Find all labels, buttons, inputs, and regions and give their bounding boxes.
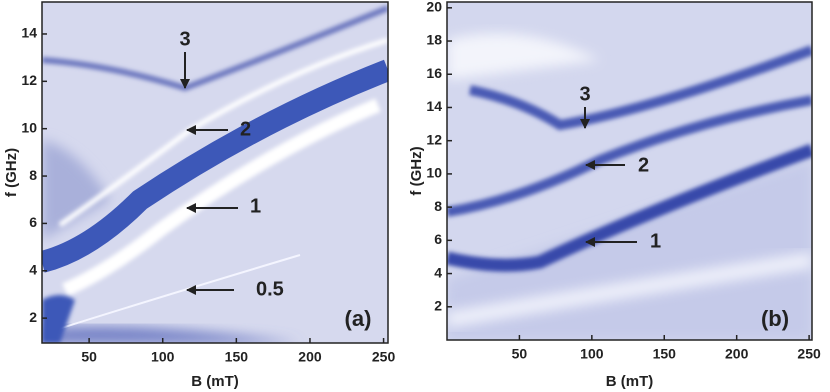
y-tick-label: 14	[426, 98, 442, 114]
y-tick-label: 4	[434, 264, 442, 280]
y-tick-label: 6	[29, 214, 37, 230]
plot-frame	[41, 1, 389, 344]
x-tick-label: 50	[81, 349, 97, 365]
annotation: 2	[638, 154, 649, 176]
heatmap-a	[42, 2, 388, 343]
x-tick-label: 150	[653, 346, 677, 362]
y-tick-label: 18	[426, 32, 442, 48]
y-axis-label: f (GHz)	[408, 146, 425, 195]
panel-label: (a)	[345, 306, 372, 331]
y-tick-label: 12	[426, 131, 442, 147]
y-tick-label: 12	[21, 72, 37, 88]
y-tick-label: 10	[21, 119, 37, 135]
y-tick-label: 20	[426, 0, 442, 15]
y-axis-label: f (GHz)	[3, 148, 20, 197]
annotation: 0.5	[256, 278, 284, 300]
x-tick-label: 50	[512, 346, 528, 362]
y-tick-label: 2	[29, 309, 37, 325]
y-tick-label: 8	[434, 198, 442, 214]
y-tick-label: 10	[426, 165, 442, 181]
y-tick-label: 16	[426, 65, 442, 81]
annotation: 2	[240, 118, 251, 140]
heatmap-b	[447, 2, 812, 340]
x-tick-label: 250	[372, 349, 396, 365]
y-tick-label: 4	[29, 261, 37, 277]
y-tick-label: 8	[29, 167, 37, 183]
annotation: 1	[250, 195, 261, 217]
x-tick-label: 250	[797, 346, 821, 362]
x-axis-label: B (mT)	[191, 373, 239, 390]
panel-label: (b)	[761, 306, 789, 331]
x-tick-label: 100	[580, 346, 604, 362]
y-tick-label: 6	[434, 231, 442, 247]
x-axis-label: B (mT)	[606, 373, 654, 390]
x-tick-label: 100	[151, 349, 175, 365]
x-tick-label: 200	[298, 349, 322, 365]
x-tick-label: 200	[725, 346, 749, 362]
plot-frame	[446, 1, 813, 341]
annotation: 3	[579, 83, 590, 105]
annotation: 1	[650, 230, 661, 252]
y-tick-label: 2	[434, 297, 442, 313]
x-tick-label: 150	[225, 349, 249, 365]
annotation: 3	[179, 28, 190, 50]
y-tick-label: 14	[21, 25, 37, 41]
